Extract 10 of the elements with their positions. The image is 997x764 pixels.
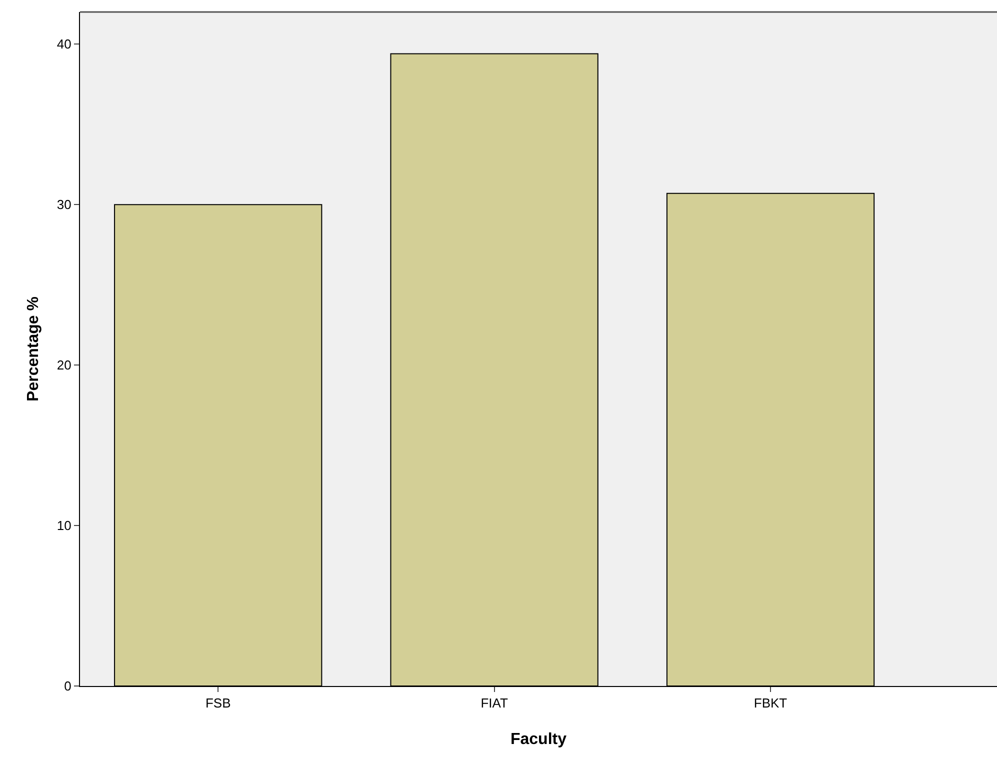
x-axis-title: Faculty xyxy=(510,731,567,748)
y-tick-label: 40 xyxy=(56,36,72,52)
x-tick-label: FIAT xyxy=(480,696,508,711)
x-tick-label: FBKT xyxy=(754,696,788,711)
x-tick-label: FSB xyxy=(205,696,231,711)
y-axis-title: Percentage % xyxy=(25,296,42,402)
y-tick-label: 0 xyxy=(64,678,72,694)
y-tick-label: 20 xyxy=(56,358,72,373)
y-tick-label: 30 xyxy=(56,197,72,212)
y-tick-label: 10 xyxy=(56,518,72,534)
